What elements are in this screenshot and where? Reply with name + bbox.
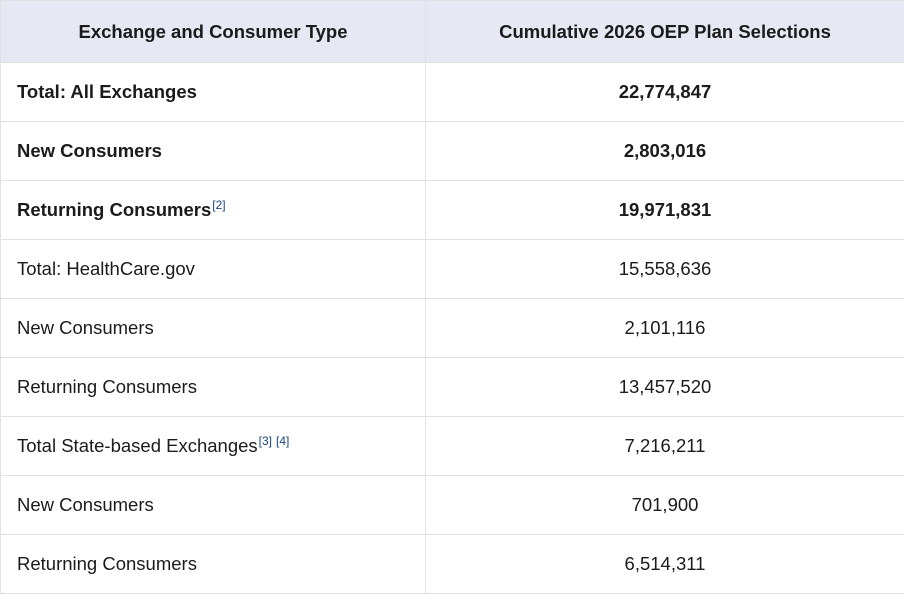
- table-row: Returning Consumers[2] 19,971,831: [0, 180, 904, 240]
- row-value: 2,101,116: [425, 298, 904, 358]
- row-label: Total: All Exchanges: [0, 62, 426, 122]
- row-label: New Consumers: [0, 121, 426, 181]
- row-value: 13,457,520: [425, 357, 904, 417]
- row-label-text: New Consumers: [17, 494, 154, 515]
- row-value: 22,774,847: [425, 62, 904, 122]
- row-label: Total State-based Exchanges[3] [4]: [0, 416, 426, 476]
- table-row: New Consumers 701,900: [0, 475, 904, 535]
- row-label-text: New Consumers: [17, 140, 162, 161]
- row-value: 15,558,636: [425, 239, 904, 299]
- row-value: 701,900: [425, 475, 904, 535]
- row-label: Returning Consumers: [0, 357, 426, 417]
- row-value: 19,971,831: [425, 180, 904, 240]
- table-row: Returning Consumers 13,457,520: [0, 357, 904, 417]
- row-value: 7,216,211: [425, 416, 904, 476]
- header-plan-selections: Cumulative 2026 OEP Plan Selections: [425, 0, 904, 63]
- row-label-text: New Consumers: [17, 317, 154, 338]
- footnote-link[interactable]: [3]: [258, 433, 272, 448]
- row-label-text: Total: HealthCare.gov: [17, 258, 195, 279]
- row-label: New Consumers: [0, 475, 426, 535]
- header-exchange-type: Exchange and Consumer Type: [0, 0, 426, 63]
- row-label: Total: HealthCare.gov: [0, 239, 426, 299]
- row-label-text: Total State-based Exchanges: [17, 435, 258, 456]
- row-label: Returning Consumers: [0, 534, 426, 594]
- footnote-link[interactable]: [4]: [276, 433, 290, 448]
- table-row: Total: HealthCare.gov 15,558,636: [0, 239, 904, 299]
- table-row: Returning Consumers 6,514,311: [0, 534, 904, 594]
- table-row: New Consumers 2,803,016: [0, 121, 904, 181]
- row-label: New Consumers: [0, 298, 426, 358]
- row-value: 2,803,016: [425, 121, 904, 181]
- row-label-text: Total: All Exchanges: [17, 81, 197, 102]
- row-label: Returning Consumers[2]: [0, 180, 426, 240]
- row-label-text: Returning Consumers: [17, 553, 197, 574]
- table-header-row: Exchange and Consumer Type Cumulative 20…: [0, 0, 904, 63]
- table-row: New Consumers 2,101,116: [0, 298, 904, 358]
- table-row: Total: All Exchanges 22,774,847: [0, 62, 904, 122]
- table-row: Total State-based Exchanges[3] [4] 7,216,…: [0, 416, 904, 476]
- row-value: 6,514,311: [425, 534, 904, 594]
- footnote-link[interactable]: [2]: [212, 197, 226, 212]
- row-label-text: Returning Consumers: [17, 376, 197, 397]
- row-label-text: Returning Consumers: [17, 199, 212, 220]
